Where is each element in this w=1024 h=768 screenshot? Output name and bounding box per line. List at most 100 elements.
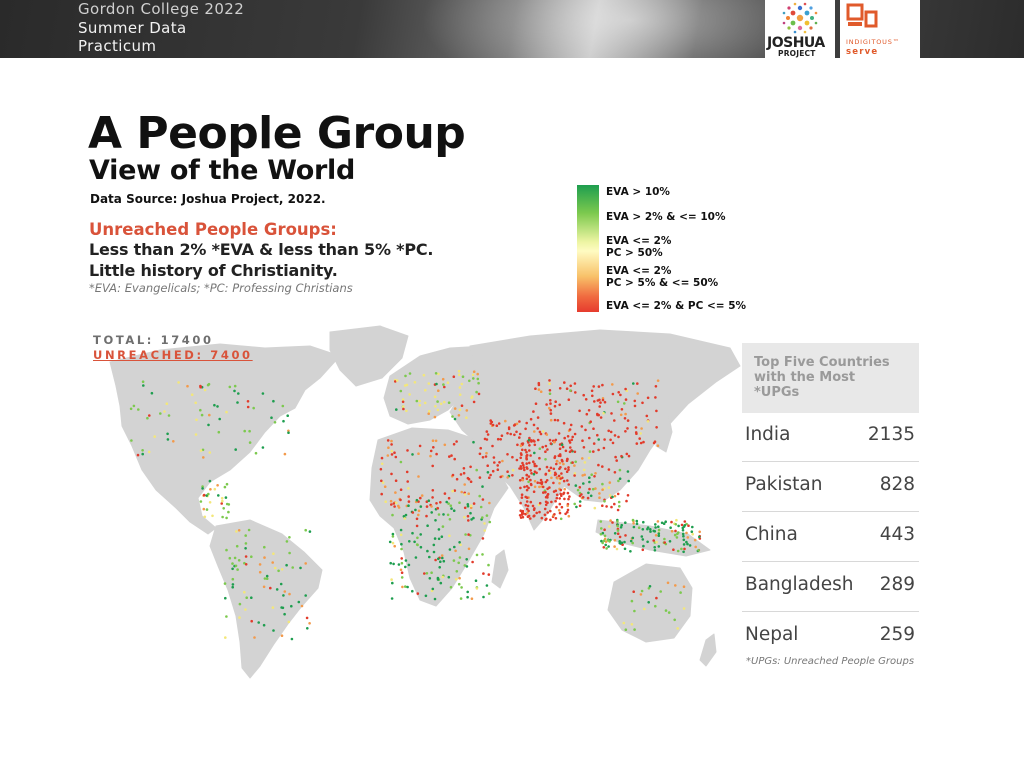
people-group-dot: [280, 606, 283, 609]
people-group-dot: [581, 496, 585, 499]
people-group-dot: [538, 501, 542, 505]
people-group-dot: [652, 529, 655, 533]
people-group-dot: [462, 471, 466, 475]
people-group-dot: [483, 529, 487, 532]
top-five-header-line-2: with the Most: [754, 370, 856, 385]
people-group-dot: [308, 622, 311, 625]
people-group-dot: [468, 379, 471, 383]
people-group-dot: [587, 491, 590, 495]
people-group-dot: [521, 448, 524, 452]
people-group-dot: [657, 528, 661, 532]
people-group-dot: [601, 488, 604, 491]
joshua-dots-icon: [782, 2, 818, 34]
people-group-dot: [453, 457, 457, 461]
people-group-dot: [587, 456, 591, 460]
people-group-dot: [428, 577, 432, 580]
people-group-dot: [136, 453, 140, 457]
people-group-dot: [636, 392, 639, 395]
people-group-dot: [676, 549, 680, 553]
people-group-dot: [250, 555, 253, 558]
people-group-dot: [620, 454, 623, 458]
people-group-dot: [206, 383, 210, 387]
people-group-dot: [202, 507, 206, 511]
people-group-dot: [271, 606, 275, 609]
people-group-dot: [285, 563, 288, 567]
people-group-dot: [567, 514, 571, 518]
people-group-dot: [441, 556, 444, 560]
people-group-dot: [466, 514, 470, 518]
people-group-dot: [435, 382, 438, 386]
people-group-dot: [384, 500, 388, 503]
people-group-dot: [437, 537, 441, 541]
people-group-dot: [386, 439, 390, 442]
people-group-dot: [202, 456, 205, 459]
people-group-dot: [469, 465, 472, 469]
people-group-dot: [165, 402, 169, 405]
people-group-dot: [431, 489, 435, 492]
people-group-dot: [449, 504, 453, 507]
people-group-dot: [435, 452, 438, 456]
world-map: [109, 325, 741, 679]
people-group-dot: [211, 514, 214, 518]
people-group-dot: [404, 374, 407, 378]
people-group-dot: [592, 442, 596, 445]
people-group-dot: [566, 491, 570, 495]
people-group-dot: [291, 566, 294, 569]
people-group-dot: [380, 479, 383, 483]
people-group-dot: [563, 381, 566, 384]
people-group-dot: [594, 472, 597, 475]
people-group-dot: [397, 506, 401, 509]
people-group-dot: [141, 452, 144, 456]
people-group-dot: [448, 455, 451, 458]
people-group-dot: [559, 477, 562, 480]
people-group-dot: [545, 403, 548, 406]
people-group-dot: [548, 382, 551, 385]
people-group-dot: [561, 445, 565, 449]
people-group-dot: [656, 444, 660, 447]
people-group-dot: [237, 529, 241, 532]
legend-label: EVA <= 2% & PC <= 5%: [606, 300, 747, 312]
joshua-logo-sub: PROJECT: [778, 49, 816, 58]
people-group-dot: [224, 636, 227, 639]
people-group-dot: [533, 507, 536, 510]
people-group-dot: [427, 382, 431, 385]
people-group-dot: [416, 592, 420, 595]
people-group-dot: [566, 435, 570, 438]
people-group-dot: [623, 417, 627, 420]
people-group-dot: [436, 408, 440, 412]
people-group-dot: [233, 389, 236, 393]
people-group-dot: [527, 475, 531, 478]
people-group-dot: [273, 421, 277, 424]
people-group-dot: [681, 532, 685, 536]
people-group-dot: [238, 602, 242, 606]
people-group-dot: [544, 500, 548, 504]
people-group-dot: [471, 373, 475, 377]
legend-label: EVA <= 2%: [606, 235, 672, 247]
people-group-dot: [549, 412, 553, 415]
people-group-dot: [455, 477, 459, 481]
people-group-dot: [399, 389, 403, 393]
people-group-dot: [415, 517, 419, 521]
people-group-dot: [417, 509, 421, 513]
people-group-dot: [202, 493, 206, 497]
people-group-dot: [243, 429, 246, 433]
legend-label: EVA > 2% & <= 10%: [606, 211, 726, 223]
people-group-dot: [640, 427, 643, 430]
people-group-dot: [663, 537, 666, 541]
people-group-dot: [613, 532, 617, 535]
people-group-dot: [452, 509, 456, 512]
people-group-dot: [552, 467, 556, 471]
people-group-dot: [548, 392, 552, 395]
people-group-dot: [436, 507, 440, 510]
people-group-dot: [467, 492, 471, 495]
people-group-dot: [611, 521, 614, 524]
people-group-dot: [586, 496, 590, 500]
people-group-dot: [308, 530, 312, 533]
people-group-dot: [231, 577, 235, 581]
people-group-dot: [573, 474, 576, 477]
people-group-dot: [406, 480, 410, 483]
people-group-dot: [632, 522, 635, 525]
people-group-dot: [393, 544, 397, 548]
people-group-dot: [567, 468, 570, 471]
people-group-dot: [401, 400, 405, 404]
